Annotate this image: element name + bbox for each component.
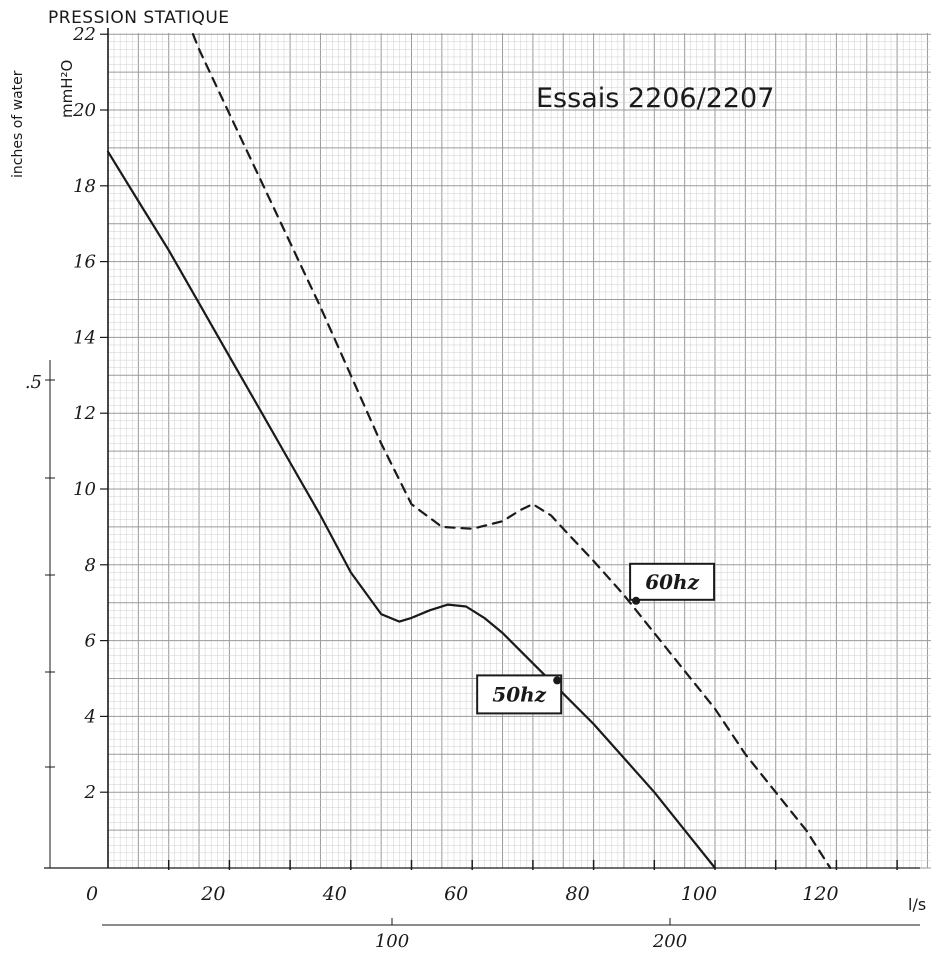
series-layer — [106, 33, 832, 870]
secondary-y-tick-label: .5 — [25, 372, 42, 393]
axes: 2 4 6 8 10 12 14 16 18 20 22 0 20 40 60 80 100 120 .5 100 20… — [25, 24, 920, 952]
y-tick-label: 22 — [72, 24, 96, 45]
series-label-50hz: 50hz — [492, 682, 546, 706]
x-tick-label: 120 — [802, 883, 838, 905]
series-label-marker — [553, 676, 562, 685]
y-tick-label: 20 — [72, 100, 96, 121]
x-tick-label: 60 — [444, 883, 468, 905]
secondary-x-tick-label: 200 — [652, 931, 687, 952]
annotations: 50hz 60hz — [476, 562, 716, 715]
series-label-box — [476, 674, 563, 715]
y-tick-label: 2 — [84, 782, 96, 803]
x-tick-label: 80 — [566, 883, 590, 905]
y-tick-label: 18 — [73, 176, 96, 197]
series-label-box — [629, 562, 716, 601]
series-label-marker — [632, 596, 641, 605]
y-tick-label: 12 — [73, 403, 96, 424]
test-label: Essais 2206/2207 — [536, 83, 774, 114]
y-tick-label: 16 — [73, 252, 96, 273]
y-tick-label: 4 — [84, 706, 96, 727]
series-label-60hz: 60hz — [645, 570, 699, 594]
x-tick-label: 0 — [86, 883, 98, 905]
secondary-x-tick-label: 100 — [375, 931, 409, 952]
y-tick-label: 8 — [85, 555, 96, 576]
y-tick-label: 6 — [85, 631, 96, 652]
series-line-50hz — [106, 150, 717, 870]
y-tick-label: 14 — [73, 327, 96, 348]
chart-title: PRESSION STATIQUE — [48, 8, 230, 28]
series-line-60hz — [191, 33, 832, 870]
x-tick-label: 20 — [200, 883, 225, 905]
x-tick-label: 40 — [322, 883, 347, 905]
grid — [107, 33, 931, 869]
y-axis-label: mmH²O — [58, 60, 76, 118]
y-tick-label: 10 — [73, 479, 96, 500]
x-tick-label: 100 — [681, 883, 717, 905]
y-axis-label-secondary: inches of water — [10, 70, 26, 178]
x-axis-label: l/s — [908, 895, 926, 914]
